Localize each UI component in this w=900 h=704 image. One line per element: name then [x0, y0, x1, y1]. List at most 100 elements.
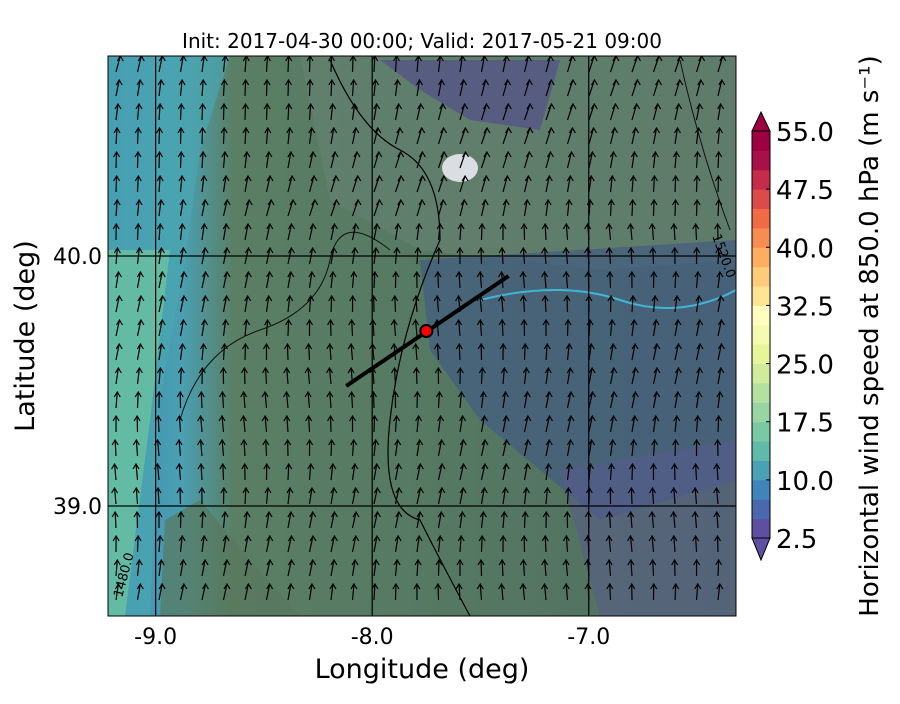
wind-arrow — [480, 198, 489, 217]
wind-arrow — [219, 462, 227, 481]
wind-arrow — [347, 342, 355, 361]
wind-arrow — [240, 366, 248, 385]
wind-arrow — [674, 366, 682, 385]
wind-arrow — [112, 534, 120, 553]
wind-arrow — [652, 366, 661, 385]
wind-arrow — [435, 390, 443, 409]
wind-arrow — [671, 198, 680, 217]
wind-arrow — [674, 56, 684, 73]
wind-arrow — [588, 366, 596, 385]
wind-arrow — [545, 102, 556, 121]
wind-arrow — [373, 198, 383, 217]
wind-arrow — [197, 438, 205, 457]
wind-arrow — [652, 56, 663, 73]
wind-arrow — [135, 558, 143, 577]
wind-arrow — [242, 102, 250, 121]
wind-arrow — [566, 414, 575, 433]
wind-arrow — [501, 390, 509, 409]
wind-arrow — [456, 366, 464, 385]
wind-arrow — [562, 582, 570, 601]
wind-arrow — [239, 414, 248, 433]
wind-arrow — [694, 150, 702, 169]
wind-arrow — [308, 486, 316, 505]
wind-arrow — [499, 534, 507, 553]
wind-arrow — [373, 486, 381, 505]
wind-arrow — [502, 414, 510, 433]
wind-arrow — [437, 438, 446, 457]
wind-arrow — [652, 318, 660, 337]
wind-arrow — [566, 174, 574, 193]
wind-arrow — [350, 438, 358, 457]
location-point — [419, 324, 434, 338]
wind-arrow — [200, 534, 208, 553]
wind-arrow — [523, 390, 531, 409]
y-tick-label: 40.0 — [53, 245, 102, 270]
wind-arrow — [113, 198, 121, 217]
wind-arrow — [523, 414, 532, 433]
wind-arrow — [287, 150, 295, 169]
wind-arrow — [393, 78, 402, 97]
wind-arrow — [437, 78, 446, 97]
wind-arrow — [394, 174, 405, 193]
wind-arrow — [330, 174, 340, 193]
wind-arrow — [115, 294, 123, 313]
wind-arrow — [244, 270, 252, 289]
wind-arrow — [672, 174, 680, 193]
colorbar-band — [752, 382, 770, 403]
wind-arrow — [566, 366, 574, 385]
wind-arrow — [457, 390, 465, 409]
wind-arrow — [455, 342, 463, 361]
wind-arrow — [265, 510, 273, 529]
colorbar-band — [752, 363, 770, 384]
wind-arrow — [563, 510, 571, 529]
wind-arrow — [523, 102, 534, 121]
wind-arrow — [479, 510, 487, 529]
wind-arrow — [394, 438, 402, 457]
wind-arrow — [631, 390, 639, 409]
wind-arrow — [714, 174, 723, 193]
wind-arrow — [520, 534, 528, 553]
wind-arrow — [394, 126, 404, 145]
wind-arrow — [179, 318, 187, 337]
wind-arrow — [670, 462, 679, 481]
wind-arrow — [111, 462, 119, 481]
wind-arrow — [652, 126, 661, 145]
wind-arrow — [265, 222, 274, 241]
wind-arrow — [201, 294, 209, 313]
wind-arrow — [391, 294, 399, 313]
wind-arrow — [672, 270, 680, 289]
wind-arrow — [373, 510, 381, 529]
wind-arrow — [415, 414, 423, 433]
wind-arrow — [416, 126, 426, 145]
wind-arrow — [391, 390, 399, 409]
wind-arrow — [459, 126, 469, 145]
wind-arrow — [220, 342, 228, 361]
wind-arrow — [609, 414, 618, 433]
wind-arrow — [694, 126, 702, 145]
wind-arrow — [715, 558, 723, 577]
wind-arrow — [480, 56, 488, 73]
wind-arrow — [307, 102, 315, 121]
wind-arrow — [308, 270, 316, 289]
wind-arrow — [222, 558, 231, 577]
wind-arrow — [652, 414, 660, 433]
wind-arrow — [285, 56, 293, 73]
wind-arrow — [456, 558, 464, 577]
wind-arrow — [264, 318, 272, 337]
wind-arrow — [523, 150, 533, 169]
colorbar-tick-label: 47.5 — [776, 176, 834, 206]
wind-arrow — [325, 366, 334, 385]
wind-arrow — [156, 222, 164, 241]
wind-arrow — [222, 534, 230, 553]
wind-arrow — [112, 414, 120, 433]
wind-arrow — [197, 414, 205, 433]
colorbar-tick-label: 55.0 — [776, 118, 834, 148]
wind-arrow — [372, 558, 380, 577]
wind-arrow — [351, 126, 360, 145]
wind-arrow — [606, 582, 614, 601]
wind-arrow — [437, 462, 446, 481]
wind-arrow — [695, 56, 706, 73]
colorbar-band — [752, 131, 770, 151]
wind-arrow — [459, 174, 469, 193]
